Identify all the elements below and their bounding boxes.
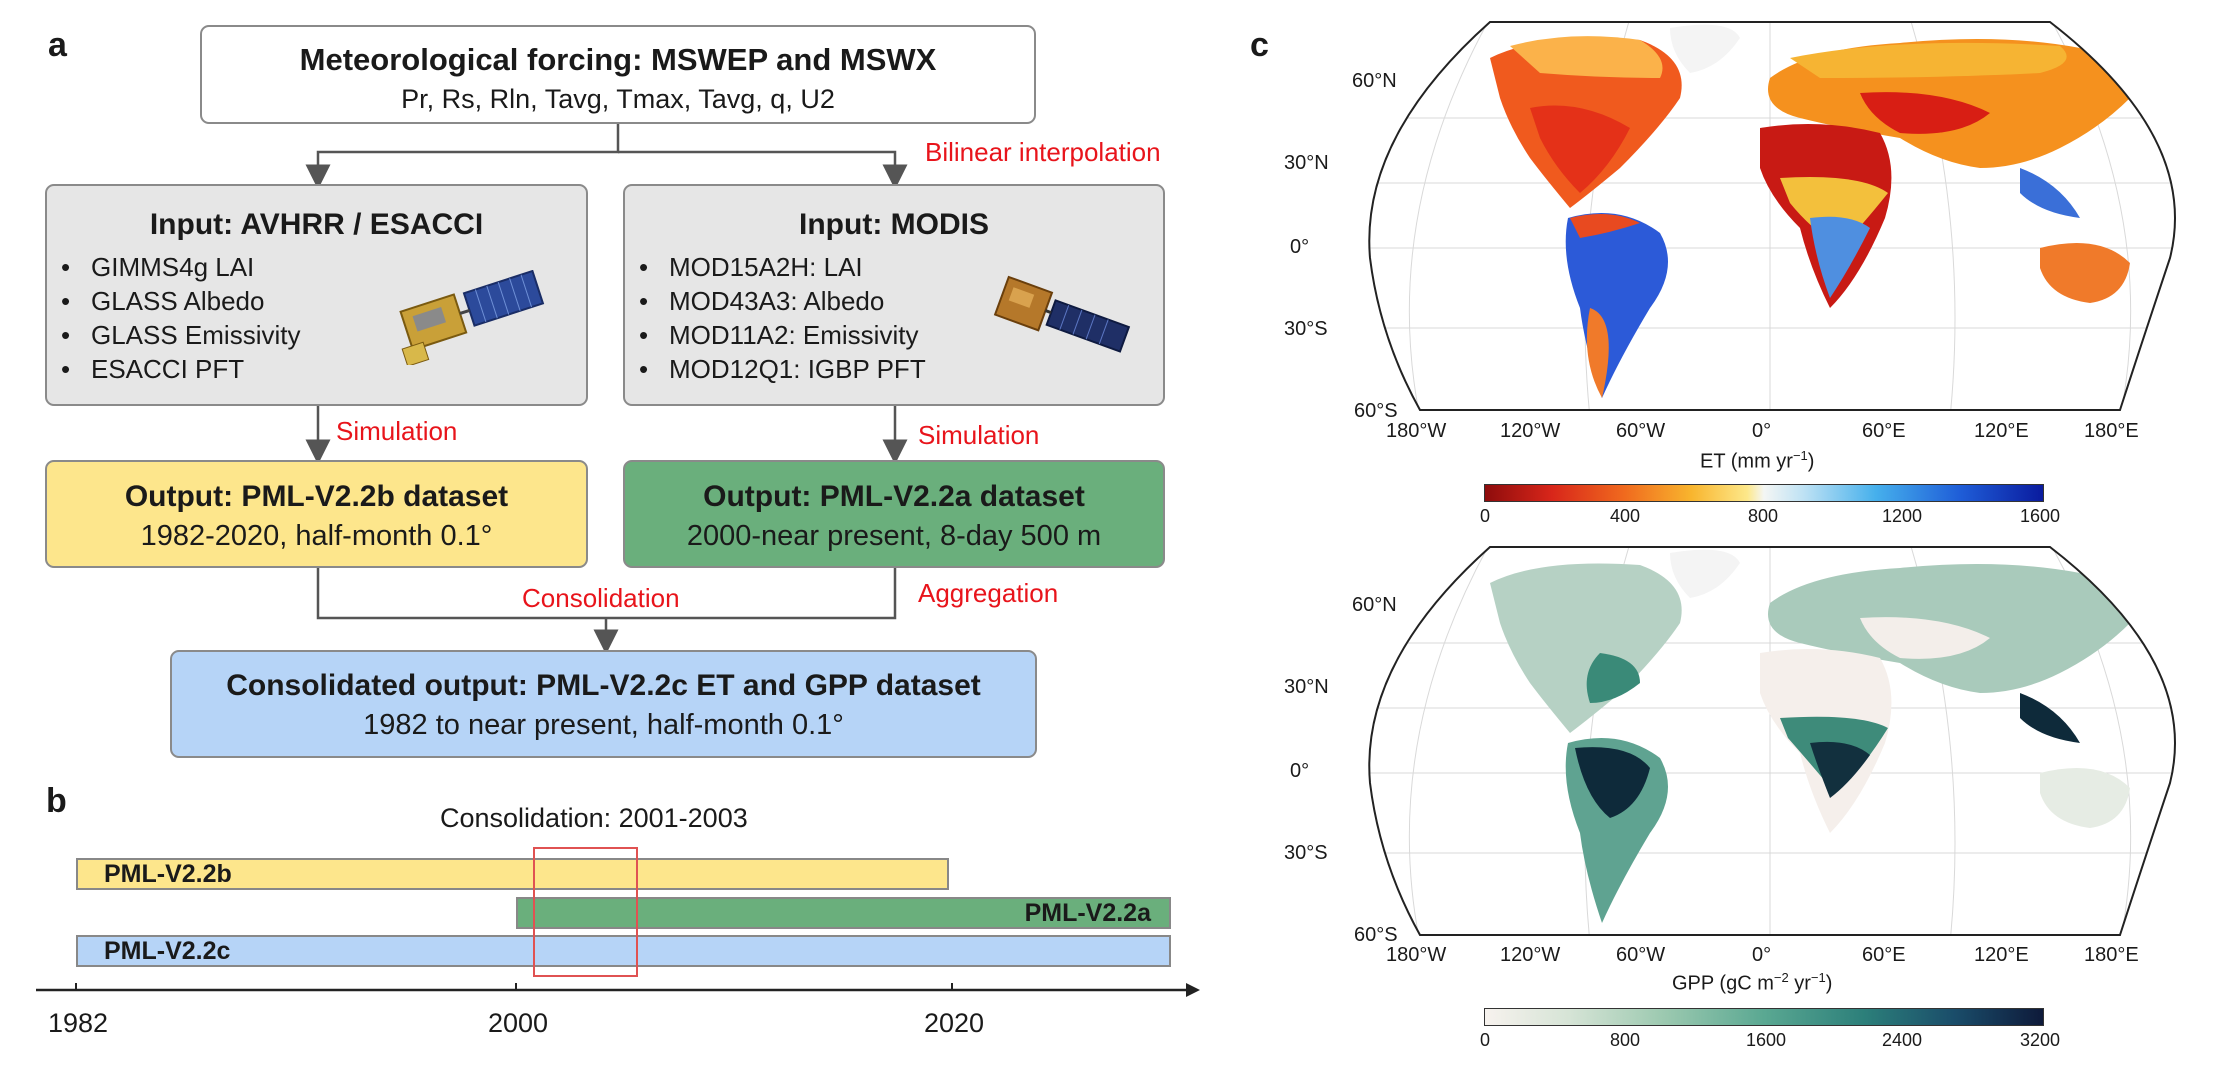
gpp-tick-2400: 2400 — [1882, 1030, 1923, 1050]
et-label-sup: −1 — [1792, 448, 1808, 463]
bar-pml-v22b-label: PML-V2.2b — [104, 859, 232, 888]
list-item: GLASS Emissivity — [47, 318, 301, 352]
et-lat-60s: 60°S — [1354, 400, 1398, 422]
panel-b-label: b — [46, 782, 67, 820]
et-tick-800: 800 — [1748, 506, 1779, 526]
flow-connectors — [305, 124, 908, 655]
et-tick-400: 400 — [1610, 506, 1641, 526]
bilinear-label: Bilinear interpolation — [925, 137, 1161, 167]
et-lon-120w: 120°W — [1500, 420, 1561, 442]
et-lon-0: 0° — [1752, 420, 1772, 442]
simulation-label-left: Simulation — [336, 416, 458, 446]
bar-pml-v22c-label: PML-V2.2c — [104, 936, 231, 965]
gpp-lat-60s: 60°S — [1354, 924, 1398, 946]
panel-a-label: a — [48, 26, 67, 64]
gpp-lon-120w: 120°W — [1500, 944, 1561, 966]
forcing-title: Meteorological forcing: MSWEP and MSWX — [299, 42, 937, 77]
list-item: ESACCI PFT — [47, 352, 301, 386]
gpp-colorbar — [1484, 1008, 2044, 1026]
axis-tick-1982: 1982 — [48, 1008, 109, 1038]
gpp-lon-120e: 120°E — [1974, 944, 2029, 966]
bar-pml-v22c: PML-V2.2c — [76, 935, 1171, 967]
et-lat-30n: 30°N — [1284, 152, 1329, 174]
axis-tick-2000: 2000 — [488, 1008, 549, 1038]
gpp-lat-60n: 60°N — [1352, 594, 1397, 616]
et-lon-180e: 180°E — [2084, 420, 2139, 442]
consolidated-output-title: Consolidated output: PML-V2.2c ET and GP… — [226, 669, 981, 702]
et-label-suffix: ) — [1807, 450, 1815, 473]
et-lon-180w: 180°W — [1386, 420, 1447, 442]
aggregation-label: Aggregation — [918, 578, 1059, 608]
et-colorbar-label: ET (mm yr−1) — [1700, 448, 1814, 474]
et-lat-0: 0° — [1290, 236, 1310, 258]
list-item: MOD43A3: Albedo — [625, 284, 926, 318]
gpp-lat-30s: 30°S — [1284, 842, 1328, 864]
gpp-lon-60w: 60°W — [1616, 944, 1666, 966]
input-avhrr-title: Input: AVHRR / ESACCI — [149, 208, 484, 241]
output-pml-v22b-title: Output: PML-V2.2b dataset — [124, 480, 509, 513]
input-modis-list: MOD15A2H: LAI MOD43A3: Albedo MOD11A2: E… — [625, 250, 926, 386]
consolidation-window-box — [533, 847, 638, 977]
et-lat-30s: 30°S — [1284, 318, 1328, 340]
gpp-lon-180w: 180°W — [1386, 944, 1447, 966]
satellite-icon — [993, 275, 1131, 353]
gpp-tick-1600: 1600 — [1746, 1030, 1787, 1050]
timeline-axis — [36, 983, 1200, 997]
output-pml-v22b-box: Output: PML-V2.2b dataset 1982-2020, hal… — [45, 460, 588, 568]
axis-tick-2020: 2020 — [924, 1008, 985, 1038]
simulation-label-right: Simulation — [918, 420, 1040, 450]
gpp-label-suffix: ) — [1825, 972, 1833, 995]
list-item: MOD11A2: Emissivity — [625, 318, 926, 352]
consolidated-output-subtitle: 1982 to near present, half-month 0.1° — [363, 709, 844, 741]
et-lon-120e: 120°E — [1974, 420, 2029, 442]
list-item: GLASS Albedo — [47, 284, 301, 318]
output-pml-v22b-subtitle: 1982-2020, half-month 0.1° — [140, 520, 493, 552]
gpp-tick-800: 800 — [1610, 1030, 1641, 1050]
output-pml-v22a-title: Output: PML-V2.2a dataset — [703, 480, 1085, 513]
consolidation-period-title: Consolidation: 2001-2003 — [440, 803, 748, 833]
bar-pml-v22a: PML-V2.2a — [516, 897, 1171, 929]
input-modis-title: Input: MODIS — [799, 208, 989, 241]
gpp-lon-60e: 60°E — [1862, 944, 1906, 966]
gpp-colorbar-label: GPP (gC m−2 yr−1) — [1672, 970, 1832, 996]
et-tick-0: 0 — [1480, 506, 1491, 526]
output-pml-v22a-box: Output: PML-V2.2a dataset 2000-near pres… — [623, 460, 1165, 568]
et-lon-60w: 60°W — [1616, 420, 1666, 442]
list-item: MOD15A2H: LAI — [625, 250, 926, 284]
input-avhrr-list: GIMMS4g LAI GLASS Albedo GLASS Emissivit… — [47, 250, 301, 386]
et-tick-1600: 1600 — [2020, 506, 2061, 526]
panel-c-label: c — [1250, 26, 1269, 64]
gpp-lat-30n: 30°N — [1284, 676, 1329, 698]
forcing-vars: Pr, Rs, Rln, Tavg, Tmax, Tavg, q, U2 — [401, 84, 835, 114]
et-lon-60e: 60°E — [1862, 420, 1906, 442]
bar-pml-v22a-label: PML-V2.2a — [1024, 898, 1151, 927]
forcing-box: Meteorological forcing: MSWEP and MSWX P… — [200, 25, 1036, 124]
gpp-map — [1368, 546, 2176, 936]
gpp-lon-180e: 180°E — [2084, 944, 2139, 966]
et-map — [1368, 21, 2176, 411]
et-colorbar — [1484, 484, 2044, 502]
list-item: GIMMS4g LAI — [47, 250, 301, 284]
consolidation-label: Consolidation — [522, 583, 680, 613]
gpp-label-sup2: −1 — [1810, 970, 1826, 985]
et-label-text: ET (mm yr — [1700, 450, 1793, 473]
list-item: MOD12Q1: IGBP PFT — [625, 352, 926, 386]
gpp-label-mid: yr — [1788, 972, 1811, 995]
output-pml-v22a-subtitle: 2000-near present, 8-day 500 m — [686, 520, 1102, 552]
gpp-label-text: GPP (gC m — [1672, 972, 1774, 995]
gpp-tick-3200: 3200 — [2020, 1030, 2061, 1050]
et-tick-1200: 1200 — [1882, 506, 1923, 526]
consolidated-output-box: Consolidated output: PML-V2.2c ET and GP… — [170, 650, 1037, 758]
gpp-tick-0: 0 — [1480, 1030, 1491, 1050]
gpp-lon-0: 0° — [1752, 944, 1772, 966]
bar-pml-v22b: PML-V2.2b — [76, 858, 949, 890]
gpp-label-sup1: −2 — [1773, 970, 1789, 985]
satellite-icon — [399, 270, 545, 365]
et-lat-60n: 60°N — [1352, 70, 1397, 92]
gpp-lat-0: 0° — [1290, 760, 1310, 782]
